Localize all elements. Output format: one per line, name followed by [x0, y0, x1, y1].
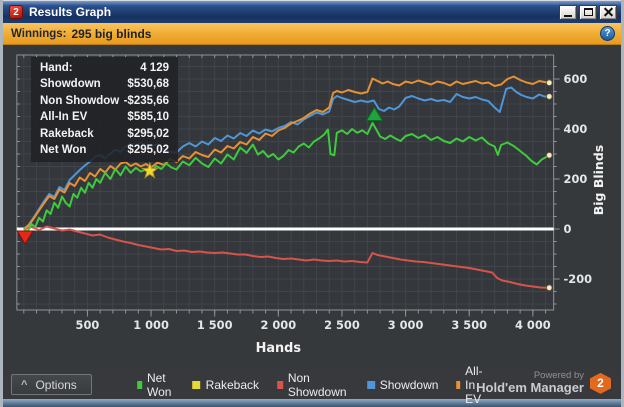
tooltip-row-value: $295,02 — [127, 144, 169, 157]
triangle-up-marker-icon — [365, 106, 384, 121]
legend-swatch-icon — [456, 380, 461, 389]
minimize-button[interactable] — [559, 4, 577, 20]
winnings-value: 295 big blinds — [71, 26, 152, 41]
svg-text:500: 500 — [76, 318, 100, 332]
legend-swatch-icon — [366, 380, 375, 389]
powered-by-text: Powered by — [533, 370, 584, 381]
legend-item-net-won[interactable]: Net Won — [137, 371, 174, 399]
help-icon[interactable]: ? — [600, 26, 615, 41]
tooltip-row-value: $295,02 — [127, 127, 169, 140]
tooltip-row: Net Won $295,02 — [40, 142, 169, 158]
legend-swatch-icon — [277, 380, 283, 389]
app-icon: 2 — [9, 5, 23, 19]
options-label: Options — [35, 377, 77, 392]
svg-text:3 000: 3 000 — [388, 318, 424, 332]
tooltip-row: Showdown $530,68 — [40, 76, 169, 92]
minimize-icon — [564, 14, 572, 17]
close-button[interactable] — [599, 4, 617, 20]
window-title: Results Graph — [29, 5, 112, 19]
chart-legend: Net Won Rakeback Non Showdown Showdown All-I… — [137, 364, 487, 406]
tooltip-row-label: Rakeback — [40, 127, 94, 140]
series-end-dot — [546, 152, 553, 159]
maximize-icon — [583, 8, 593, 16]
winnings-label: Winnings: — [11, 27, 67, 40]
close-icon — [604, 8, 613, 17]
tooltip-row: All-In EV $585,10 — [40, 109, 169, 125]
tooltip-row-value: $585,10 — [127, 111, 169, 124]
x-axis-title: Hands — [256, 341, 302, 356]
svg-text:3 500: 3 500 — [451, 318, 487, 332]
tooltip-row-label: Hand: — [40, 62, 73, 74]
brand-name: Hold'em Manager — [476, 380, 584, 396]
series-end-dot — [546, 93, 553, 100]
maximize-button[interactable] — [579, 4, 597, 20]
plot-frame — [16, 54, 555, 311]
legend-item-all-in-ev[interactable]: All-In EV — [456, 364, 486, 406]
svg-text:0: 0 — [564, 222, 572, 236]
y-axis-title: Big Blinds — [591, 145, 606, 215]
series-net-won — [23, 122, 550, 233]
tooltip-row-value: $530,68 — [127, 78, 169, 91]
axis-tick-labels: 500 1 000 1 500 2 000 2 500 3 000 3 500 4 000 -2… — [76, 72, 593, 332]
tooltip-row-value: -$235,66 — [123, 94, 169, 107]
star-marker-icon — [140, 161, 159, 179]
options-button[interactable]: ^ Options — [11, 374, 92, 395]
chart-tooltip: Hand: 4 129 Showdown $530,68 Non Showdow -$23… — [31, 57, 178, 163]
titlebar[interactable]: 2 Results Graph — [3, 0, 621, 23]
svg-text:-200: -200 — [564, 272, 593, 286]
legend-label: All-In EV — [465, 363, 483, 406]
legend-label: Non Showdown — [287, 370, 347, 399]
legend-label: Rakeback — [205, 377, 260, 392]
legend-item-non-showdown[interactable]: Non Showdown — [277, 371, 349, 399]
series-end-dot — [546, 284, 553, 291]
legend-swatch-icon — [192, 380, 201, 389]
legend-label: Showdown — [379, 377, 439, 392]
triangle-down-marker-icon — [16, 230, 34, 245]
chart-area: 500 1 000 1 500 2 000 2 500 3 000 3 500 4 000 -2… — [3, 45, 621, 370]
tooltip-row-label: All-In EV — [40, 111, 88, 124]
legend-label: Net Won — [146, 370, 172, 399]
svg-text:1 000: 1 000 — [133, 318, 169, 332]
chevron-up-icon: ^ — [21, 378, 28, 391]
svg-text:4 000: 4 000 — [515, 318, 551, 332]
series-all-in-ev — [23, 75, 550, 230]
legend-swatch-icon — [137, 380, 142, 389]
series-non-showdown — [23, 225, 550, 289]
tooltip-row: Non Showdow -$235,66 — [40, 93, 169, 109]
winnings-bar: Winnings: 295 big blinds ? — [3, 23, 621, 45]
tooltip-row: Rakeback $295,02 — [40, 126, 169, 142]
legend-item-rakeback[interactable]: Rakeback — [192, 377, 260, 392]
svg-text:2 500: 2 500 — [324, 318, 360, 332]
tooltip-row-value: 4 129 — [140, 62, 169, 74]
window-controls — [559, 4, 617, 20]
legend-item-showdown[interactable]: Showdown — [366, 377, 439, 392]
svg-text:1 500: 1 500 — [197, 318, 233, 332]
window-bottom-border — [3, 399, 621, 407]
svg-text:2 000: 2 000 — [260, 318, 296, 332]
brand-badge-icon: 2 — [590, 372, 611, 394]
svg-text:200: 200 — [564, 172, 588, 186]
tooltip-row-label: Net Won — [40, 144, 87, 157]
svg-text:600: 600 — [564, 72, 588, 86]
powered-by-block: Powered by Hold'em Manager 2 — [476, 370, 611, 396]
axis-ticks — [16, 55, 560, 317]
bottom-bar: ^ Options Net Won Rakeback Non Showdown Sho… — [3, 364, 621, 406]
tooltip-row: Hand: 4 129 — [40, 60, 169, 76]
tooltip-row-label: Non Showdow — [40, 94, 120, 107]
series-end-dot — [546, 79, 553, 86]
tooltip-row-label: Showdown — [40, 78, 101, 91]
results-chart[interactable]: 500 1 000 1 500 2 000 2 500 3 000 3 500 4 000 -2… — [3, 45, 621, 370]
svg-text:400: 400 — [564, 122, 588, 136]
